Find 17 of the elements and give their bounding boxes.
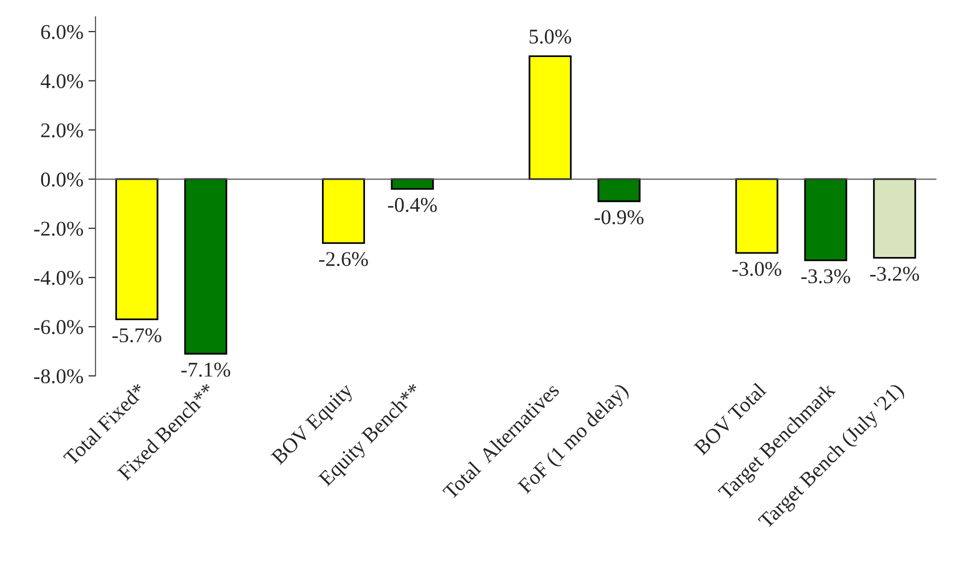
y-tick-label: -6.0%: [34, 320, 83, 334]
y-tick-label: -2.0%: [34, 222, 83, 236]
data-label: -3.3%: [801, 269, 850, 284]
data-label: -5.7%: [112, 328, 162, 342]
y-tick-label: 2.0%: [41, 123, 83, 138]
y-tick-label: -8.0%: [34, 369, 83, 384]
data-label: -0.9%: [594, 210, 644, 224]
data-label: -7.1%: [181, 362, 230, 377]
data-label: -3.2%: [870, 266, 920, 281]
data-label: -3.0%: [732, 262, 782, 276]
data-label: 5.0%: [530, 30, 572, 44]
y-tick-label: 4.0%: [40, 74, 83, 88]
y-tick-label: -4.0%: [34, 270, 83, 286]
data-label: -0.4%: [388, 198, 437, 212]
y-tick-label: 0.0%: [41, 172, 83, 187]
data-label: -2.6%: [319, 252, 368, 266]
y-tick-label: 6.0%: [41, 24, 83, 40]
